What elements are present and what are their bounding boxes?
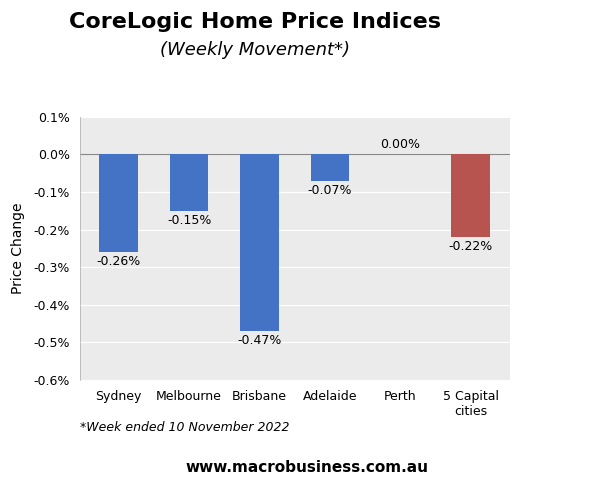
Bar [99, 154, 138, 252]
Text: -0.15%: -0.15% [167, 214, 211, 227]
Bar [311, 154, 349, 181]
Text: -0.22%: -0.22% [449, 240, 493, 253]
Y-axis label: Price Change: Price Change [11, 203, 25, 294]
Text: -0.07%: -0.07% [308, 184, 352, 197]
Text: -0.26%: -0.26% [96, 255, 141, 268]
Text: *Week ended 10 November 2022: *Week ended 10 November 2022 [80, 421, 289, 434]
Bar [169, 154, 209, 211]
Text: 0.00%: 0.00% [380, 138, 421, 151]
Text: (Weekly Movement*): (Weekly Movement*) [160, 41, 350, 59]
Text: -0.47%: -0.47% [238, 334, 282, 347]
Text: BUSINESS: BUSINESS [476, 48, 577, 66]
Text: CoreLogic Home Price Indices: CoreLogic Home Price Indices [69, 12, 441, 32]
Bar [240, 154, 279, 331]
Text: MACRO: MACRO [489, 22, 564, 40]
Text: www.macrobusiness.com.au: www.macrobusiness.com.au [185, 460, 429, 475]
Bar [451, 154, 490, 237]
